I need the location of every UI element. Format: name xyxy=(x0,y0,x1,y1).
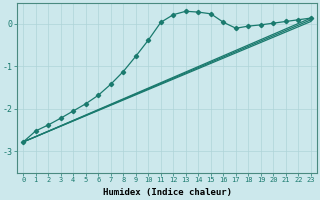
X-axis label: Humidex (Indice chaleur): Humidex (Indice chaleur) xyxy=(103,188,232,197)
